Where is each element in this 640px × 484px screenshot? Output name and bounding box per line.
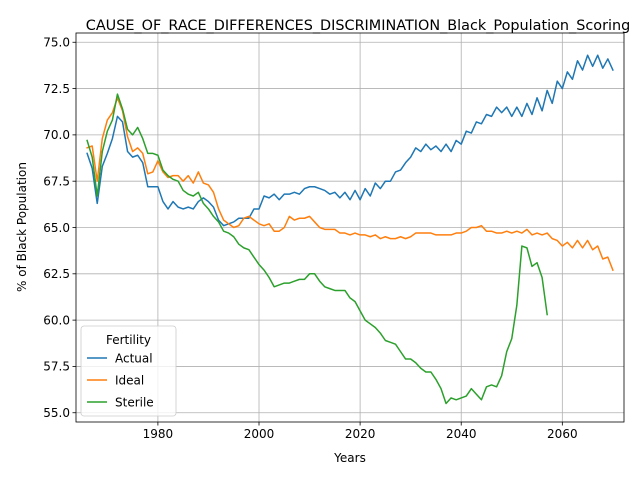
- y-tick-label: 72.5: [43, 82, 70, 96]
- x-tick-label: 2020: [345, 427, 376, 441]
- y-tick-label: 70.0: [43, 128, 70, 142]
- y-axis-ticks: 55.0 57.5 60.0 62.5 65.0 67.5 70.0 72.5 75.0: [43, 36, 76, 420]
- legend-box: [80, 325, 177, 417]
- x-tick-label: 2000: [244, 427, 275, 441]
- chart-title: CAUSE_OF_RACE_DIFFERENCES_DISCRIMINATION…: [86, 18, 630, 34]
- x-tick-label: 2040: [446, 427, 477, 441]
- y-tick-label: 62.5: [43, 267, 70, 281]
- y-tick-label: 65.0: [43, 221, 70, 235]
- x-axis-label: Years: [333, 451, 366, 465]
- series-layer: [86, 54, 614, 405]
- x-axis-ticks: 1980 2000 2020 2040 2060: [143, 422, 578, 441]
- y-tick-label: 67.5: [43, 174, 70, 188]
- series-line-sterile: [86, 93, 549, 405]
- legend-label-ideal: Ideal: [115, 373, 144, 387]
- y-tick-label: 60.0: [43, 313, 70, 327]
- legend-label-actual: Actual: [115, 351, 153, 365]
- series-line-actual: [86, 54, 614, 227]
- legend-label-sterile: Sterile: [115, 395, 154, 409]
- y-tick-label: 57.5: [43, 360, 70, 374]
- x-tick-label: 2060: [547, 427, 578, 441]
- grid-lines: [76, 33, 624, 422]
- x-tick-label: 1980: [143, 427, 174, 441]
- series-line-ideal: [86, 97, 614, 272]
- y-axis-label: % of Black Population: [15, 162, 29, 292]
- y-tick-label: 55.0: [43, 406, 70, 420]
- legend-title: Fertility: [106, 333, 151, 347]
- y-tick-label: 75.0: [43, 36, 70, 50]
- legend: Fertility Actual Ideal Sterile: [80, 325, 177, 417]
